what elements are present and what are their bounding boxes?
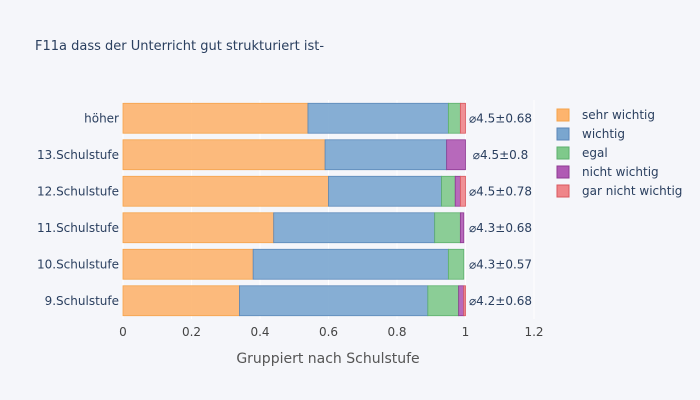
bar-segment[interactable] — [434, 212, 461, 244]
legend-swatch[interactable] — [556, 184, 570, 198]
y-tick-label: 12.Schulstufe — [37, 184, 119, 198]
legend-swatch[interactable] — [556, 165, 570, 179]
x-axis-label: Gruppiert nach Schulstufe — [236, 351, 419, 367]
bar-segment[interactable] — [463, 285, 466, 317]
bar-annotation: ⌀4.3±0.68 — [469, 221, 532, 235]
legend-swatch[interactable] — [556, 146, 570, 160]
x-tick-label: 0.4 — [250, 325, 269, 339]
legend[interactable]: sehr wichtig wichtig egal nicht wichtig gar … — [556, 108, 682, 198]
bar-segment[interactable] — [122, 248, 254, 280]
y-tick-label: 10.Schulstufe — [37, 257, 119, 271]
bar-segment[interactable] — [446, 139, 466, 171]
bar-segment[interactable] — [441, 175, 456, 207]
legend-item-label[interactable]: wichtig — [582, 127, 625, 141]
bar-annotation: ⌀4.5±0.78 — [469, 184, 532, 198]
bar-segment[interactable] — [122, 285, 240, 317]
x-tick-label: 0.8 — [387, 325, 406, 339]
bar-segment[interactable] — [328, 175, 442, 207]
bar-annotation: ⌀4.5±0.68 — [469, 111, 532, 125]
bar-segment[interactable] — [122, 175, 329, 207]
bar-segment[interactable] — [307, 102, 449, 134]
chart-title: F11a dass der Unterricht gut strukturier… — [35, 39, 324, 54]
bar-annotation: ⌀4.3±0.57 — [469, 257, 532, 271]
bar-segment[interactable] — [273, 212, 436, 244]
legend-swatch[interactable] — [556, 127, 570, 141]
y-tick-label: höher — [84, 111, 119, 125]
bar-segment[interactable] — [458, 285, 465, 317]
x-tick-label: 0.6 — [319, 325, 338, 339]
bar-segment[interactable] — [122, 139, 326, 171]
bar-segment[interactable] — [459, 212, 465, 244]
x-tick-label: 0.2 — [182, 325, 201, 339]
legend-item-label[interactable]: gar nicht wichtig — [582, 184, 682, 198]
legend-swatch[interactable] — [556, 108, 570, 122]
bar-annotation: ⌀4.5±0.8 — [473, 148, 528, 162]
bar-segment[interactable] — [239, 285, 429, 317]
bar-annotation: ⌀4.2±0.68 — [469, 294, 532, 308]
y-tick-label: 13.Schulstufe — [37, 148, 119, 162]
bars — [122, 102, 466, 317]
bar-segment[interactable] — [454, 175, 461, 207]
grid-lines — [122, 100, 535, 319]
y-tick-label: 9.Schulstufe — [45, 294, 119, 308]
bar-segment[interactable] — [252, 248, 449, 280]
bar-segment[interactable] — [447, 102, 461, 134]
bar-segment[interactable] — [324, 139, 448, 171]
legend-item-label[interactable]: nicht wichtig — [582, 165, 659, 179]
y-axis-ticks: höher 13.Schulstufe 12.Schulstufe 11.Schuls… — [37, 111, 119, 308]
bar-segment[interactable] — [447, 248, 465, 280]
bar-segment[interactable] — [122, 212, 275, 244]
y-tick-label: 11.Schulstufe — [37, 221, 119, 235]
legend-item-label[interactable]: sehr wichtig — [582, 108, 655, 122]
bar-segment[interactable] — [427, 285, 460, 317]
bar-segment[interactable] — [459, 102, 466, 134]
x-tick-label: 0 — [119, 325, 127, 339]
legend-item-label[interactable]: egal — [582, 146, 608, 160]
bar-annotations: ⌀4.5±0.68 ⌀4.5±0.8 ⌀4.5±0.78 ⌀4.3±0.68 ⌀4.3±… — [469, 111, 532, 308]
x-axis-ticks: 0 0.2 0.4 0.6 0.8 1 1.2 — [119, 325, 543, 339]
bar-segment[interactable] — [459, 175, 466, 207]
x-tick-label: 1.2 — [524, 325, 543, 339]
bar-segment[interactable] — [122, 102, 309, 134]
x-tick-label: 1 — [462, 325, 470, 339]
